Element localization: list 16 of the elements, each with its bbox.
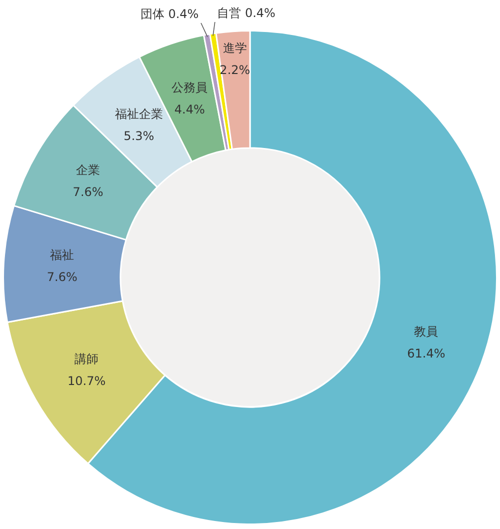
data-label: 7.6%	[46, 270, 78, 284]
slice-label: 団体 0.4%	[140, 6, 199, 21]
slice-label: 公務員	[172, 80, 208, 94]
slice-label: 企業	[76, 162, 100, 177]
data-label: 2.2%	[220, 63, 250, 77]
data-label: 10.7%	[68, 374, 106, 388]
slice-label: 進学	[222, 41, 247, 55]
slice-label: 教員	[414, 324, 438, 339]
slice-label: 自営 0.4%	[217, 6, 276, 20]
data-label: 61.4%	[407, 346, 446, 361]
data-label: 4.4%	[174, 102, 205, 116]
slice-label: 福祉	[50, 248, 74, 262]
slice-label: 講師	[74, 352, 99, 366]
slice-label: 福祉企業	[114, 106, 163, 121]
data-label: 5.3%	[124, 128, 154, 143]
data-label: 7.6%	[72, 184, 104, 199]
